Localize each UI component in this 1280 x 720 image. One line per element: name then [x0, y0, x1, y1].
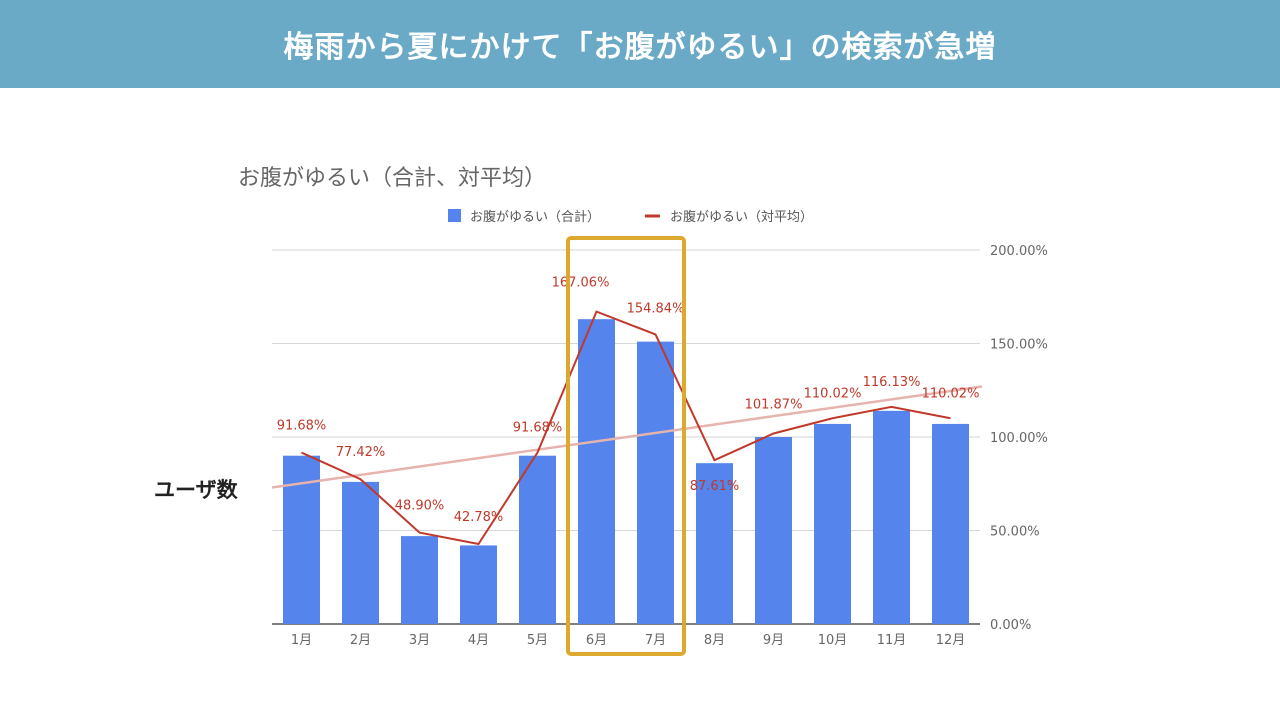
y-tick-label: 150.00% [990, 338, 1048, 353]
data-label: 91.68% [277, 419, 327, 434]
legend-swatch-bar [448, 209, 461, 222]
x-tick-label: 8月 [704, 633, 725, 648]
trendline [271, 385, 983, 489]
data-label: 154.84% [627, 301, 685, 316]
y-tick-label: 100.00% [990, 431, 1048, 446]
legend: お腹がゆるい（合計） お腹がゆるい（対平均） [448, 209, 813, 225]
data-label: 116.13% [863, 375, 921, 390]
bar [932, 423, 969, 624]
bar [460, 545, 497, 624]
x-tick-label: 7月 [645, 633, 666, 648]
x-tick-label: 4月 [468, 633, 489, 648]
series-line [301, 310, 951, 546]
x-tick-label: 3月 [409, 633, 430, 648]
data-label: 167.06% [552, 276, 610, 291]
y-tick-label: 200.00% [990, 244, 1048, 259]
bar [814, 423, 851, 624]
header-banner: 梅雨から夏にかけて「お腹がゆるい」の検索が急増 [0, 0, 1280, 88]
bar [342, 481, 379, 624]
x-tick-label: 6月 [586, 633, 607, 648]
data-label: 42.78% [454, 510, 504, 525]
x-tick-label: 9月 [763, 633, 784, 648]
x-tick-label: 10月 [818, 633, 848, 648]
bar [401, 536, 438, 624]
legend-label-bar: お腹がゆるい（合計） [470, 209, 600, 225]
x-tick-label: 2月 [350, 633, 371, 648]
y-axis-side-label: ユーザ数 [154, 478, 238, 502]
banner-title: 梅雨から夏にかけて「お腹がゆるい」の検索が急増 [283, 30, 997, 65]
data-label: 110.02% [804, 386, 862, 401]
data-label: 101.87% [745, 398, 803, 413]
chart-title: お腹がゆるい（合計、対平均） [238, 166, 546, 191]
bar [637, 341, 674, 624]
bar [519, 455, 556, 624]
x-tick-label: 5月 [527, 633, 548, 648]
data-label: 77.42% [336, 445, 386, 460]
data-label: 91.68% [513, 421, 563, 436]
x-tick-label: 12月 [936, 633, 966, 648]
x-tick-label: 1月 [291, 633, 312, 648]
highlight-box [566, 236, 686, 656]
data-label: 48.90% [395, 499, 445, 514]
legend-label-line: お腹がゆるい（対平均） [670, 209, 813, 225]
y-tick-label: 50.00% [990, 525, 1040, 540]
data-label: 110.02% [922, 386, 980, 401]
y-tick-label: 0.00% [990, 618, 1031, 633]
bar [755, 437, 792, 624]
bar [578, 319, 615, 624]
data-label: 87.61% [690, 479, 740, 494]
bar [696, 463, 733, 624]
bar [873, 410, 910, 624]
x-tick-label: 11月 [877, 633, 907, 648]
